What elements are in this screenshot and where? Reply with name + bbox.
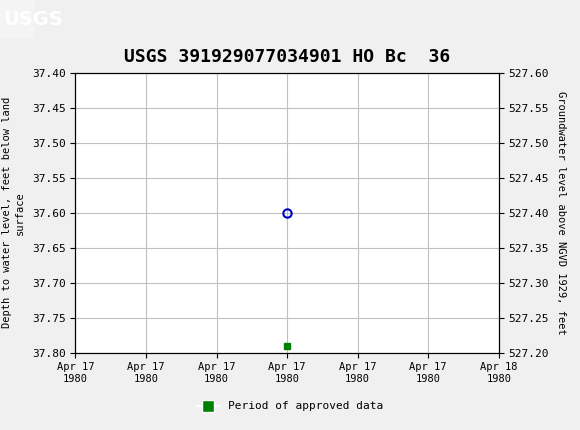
Legend: Period of approved data: Period of approved data — [193, 397, 387, 416]
Y-axis label: Depth to water level, feet below land
surface: Depth to water level, feet below land su… — [2, 97, 25, 329]
Y-axis label: Groundwater level above NGVD 1929, feet: Groundwater level above NGVD 1929, feet — [556, 91, 566, 335]
Bar — [0, 0, 35, 39]
Text: USGS: USGS — [3, 10, 63, 29]
Title: USGS 391929077034901 HO Bc  36: USGS 391929077034901 HO Bc 36 — [124, 48, 450, 66]
